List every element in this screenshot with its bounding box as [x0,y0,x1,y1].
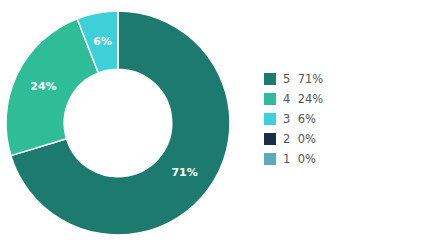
legend-swatch [264,73,276,85]
slice [117,11,119,69]
data-labels: 71% 24% 6% [30,35,198,179]
legend-item: 2 0% [264,132,316,146]
legend-swatch [264,153,276,165]
legend-label: 5 71% [283,72,323,86]
slice [117,11,119,69]
data-label: 6% [93,35,112,48]
legend-item: 1 0% [264,152,316,166]
legend-label: 2 0% [283,132,316,146]
legend: 5 71% 4 24% 3 6% 2 0% 1 0% [264,72,323,166]
legend-label: 4 24% [283,92,323,106]
legend-swatch [264,113,276,125]
chart: 71% 24% 6% 5 71% 4 24% 3 6% 2 0% 1 0% [0,0,443,246]
legend-swatch [264,93,276,105]
legend-label: 3 6% [283,112,316,126]
legend-item: 3 6% [264,112,316,126]
data-label: 24% [30,80,56,93]
legend-swatch [264,133,276,145]
legend-item: 5 71% [264,72,323,86]
legend-label: 1 0% [283,152,316,166]
pie [6,11,230,235]
data-label: 71% [171,166,197,179]
slice [77,11,118,73]
legend-item: 4 24% [264,92,323,106]
